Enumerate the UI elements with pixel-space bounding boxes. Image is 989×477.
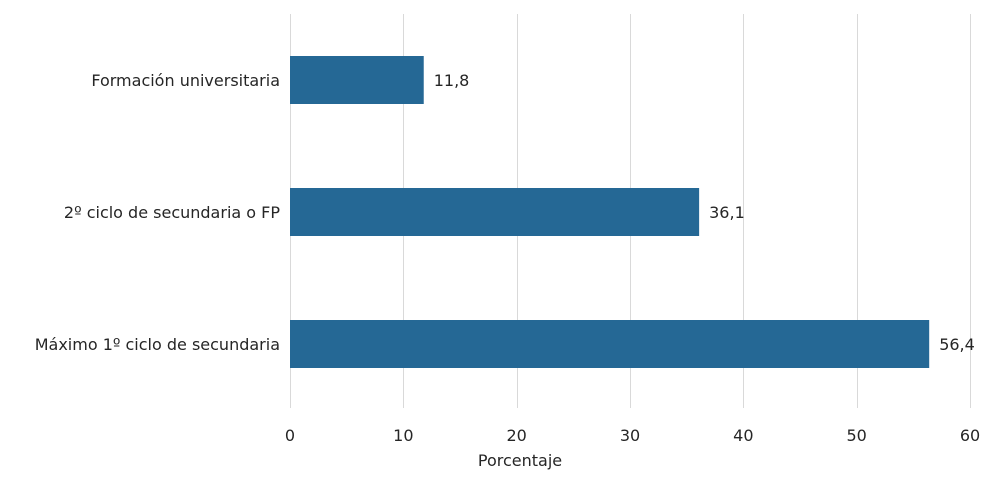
bar-3 — [290, 320, 930, 368]
data-label: 11,8 — [434, 71, 470, 90]
x-tick-label: 10 — [393, 426, 413, 445]
category-label: Máximo 1º ciclo de secundaria — [35, 335, 280, 354]
x-axis-title: Porcentaje — [478, 451, 562, 470]
category-label: 2º ciclo de secundaria o FP — [64, 203, 280, 222]
value-labels: 11,8 36,1 56,4 — [434, 71, 975, 354]
x-tick-label: 50 — [846, 426, 866, 445]
x-tick-label: 60 — [960, 426, 980, 445]
x-tick-label: 0 — [285, 426, 295, 445]
x-tick-label: 20 — [506, 426, 526, 445]
data-label: 56,4 — [939, 335, 975, 354]
x-tick-label: 40 — [733, 426, 753, 445]
data-label: 36,1 — [709, 203, 745, 222]
x-tick-labels: 0 10 20 30 40 50 60 — [285, 426, 980, 445]
category-labels: Formación universitaria 2º ciclo de secun… — [35, 71, 281, 354]
x-tick-label: 30 — [620, 426, 640, 445]
category-label: Formación universitaria — [91, 71, 280, 90]
bar-1 — [290, 56, 424, 104]
bar-2 — [290, 188, 700, 236]
bars — [290, 56, 930, 368]
